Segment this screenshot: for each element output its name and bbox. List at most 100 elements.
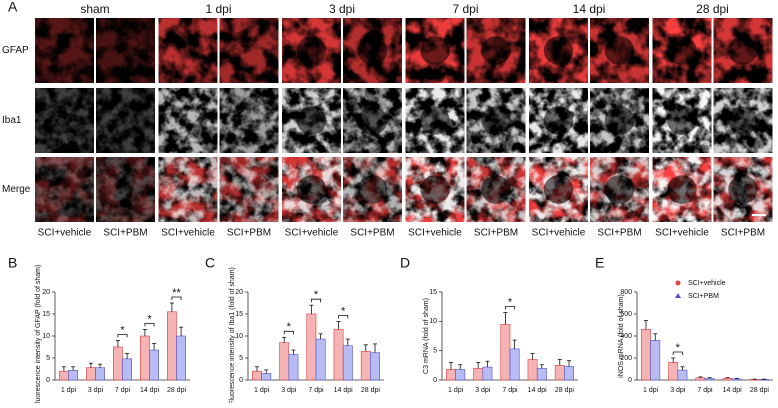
significance-label: * bbox=[508, 296, 513, 308]
significance-label: ** bbox=[172, 287, 181, 299]
micrograph-gray bbox=[219, 88, 279, 153]
bar bbox=[564, 366, 574, 381]
lesion bbox=[604, 175, 635, 204]
y-tick-label: 0 bbox=[433, 377, 437, 384]
y-tick-label: 400 bbox=[620, 333, 632, 340]
micrograph-gray bbox=[35, 88, 94, 153]
x-tick-label: 28 dpi bbox=[555, 387, 575, 394]
column-header: 14 dpi bbox=[573, 2, 606, 16]
bar bbox=[554, 365, 565, 381]
lesion bbox=[357, 36, 388, 65]
panel-label: B bbox=[8, 255, 17, 271]
lesion bbox=[481, 175, 511, 204]
panel-label: A bbox=[8, 0, 18, 15]
group-label: SCI+PBM bbox=[474, 228, 518, 239]
significance-label: * bbox=[341, 305, 346, 317]
x-tick-label: 3 dpi bbox=[88, 387, 104, 394]
y-tick-label: 0 bbox=[628, 377, 632, 384]
legend-marker bbox=[675, 293, 681, 298]
x-tick-label: 28 dpi bbox=[361, 387, 381, 394]
x-tick-label: 14 dpi bbox=[334, 387, 354, 394]
x-tick-label: 7 dpi bbox=[115, 387, 131, 394]
micrograph-red bbox=[35, 18, 94, 83]
group-label: SCI+PBM bbox=[350, 228, 394, 239]
y-tick-label: 10 bbox=[42, 333, 50, 340]
group-label: SCI+PBM bbox=[227, 228, 271, 239]
y-tick-label: 10 bbox=[235, 333, 243, 340]
x-tick-label: 1 dpi bbox=[643, 387, 659, 394]
bar bbox=[731, 378, 742, 381]
lesion bbox=[667, 36, 697, 65]
y-tick-label: 20 bbox=[235, 289, 243, 296]
y-tick-label: 10 bbox=[429, 318, 437, 325]
y-tick-label: 800 bbox=[620, 289, 632, 296]
group-label: SCI+vehicle bbox=[408, 228, 462, 239]
y-axis-title: Fluorescence intensity of GFAP (fold of … bbox=[35, 265, 42, 403]
bar bbox=[455, 369, 466, 381]
bar bbox=[86, 367, 96, 381]
y-tick-label: 15 bbox=[42, 311, 50, 318]
significance-bracket bbox=[283, 330, 294, 335]
y-tick-label: 5 bbox=[239, 355, 243, 362]
lesion bbox=[296, 106, 327, 135]
significance-bracket bbox=[171, 296, 182, 300]
bar bbox=[288, 354, 299, 381]
x-tick-label: 7 dpi bbox=[502, 387, 518, 394]
y-tick-label: 200 bbox=[620, 355, 632, 362]
bar bbox=[704, 378, 715, 381]
y-tick-label: 15 bbox=[235, 311, 243, 318]
bar bbox=[95, 367, 105, 381]
lesion bbox=[543, 106, 574, 135]
x-tick-label: 7 dpi bbox=[308, 387, 324, 394]
bar bbox=[176, 335, 186, 381]
bar bbox=[306, 313, 317, 381]
significance-bracket bbox=[338, 315, 349, 319]
lesion bbox=[604, 36, 635, 65]
x-tick-label: 3 dpi bbox=[281, 387, 297, 394]
lesion bbox=[667, 106, 697, 135]
group-label: SCI+vehicle bbox=[38, 228, 92, 239]
bar bbox=[482, 366, 493, 381]
bar bbox=[315, 338, 326, 381]
legend-label: SCI+PBM bbox=[688, 293, 719, 300]
x-tick-label: 28 dpi bbox=[167, 387, 187, 394]
group-label: SCI+vehicle bbox=[655, 228, 709, 239]
bar bbox=[360, 351, 371, 381]
x-tick-label: 14 dpi bbox=[723, 387, 743, 394]
micrograph-gray bbox=[219, 157, 279, 222]
significance-label: * bbox=[147, 313, 152, 325]
bar bbox=[641, 329, 651, 381]
bar bbox=[261, 373, 272, 381]
bar bbox=[722, 378, 733, 381]
micrograph-gray bbox=[96, 88, 155, 153]
bar bbox=[749, 379, 760, 381]
bar bbox=[527, 359, 538, 381]
group-label: SCI+PBM bbox=[103, 228, 147, 239]
bar bbox=[122, 358, 132, 381]
lesion bbox=[481, 36, 511, 65]
lesion bbox=[604, 106, 635, 135]
bar bbox=[279, 342, 290, 381]
lesion bbox=[296, 175, 327, 204]
micrograph-gray bbox=[158, 157, 218, 222]
bar bbox=[59, 370, 69, 381]
y-tick-label: 5 bbox=[46, 355, 50, 362]
y-tick-label: 600 bbox=[620, 311, 632, 318]
group-label: SCI+vehicle bbox=[161, 228, 215, 239]
lesion bbox=[728, 175, 758, 204]
group-label: SCI+PBM bbox=[721, 228, 765, 239]
lesion bbox=[728, 106, 758, 135]
lesion bbox=[543, 175, 574, 204]
y-axis-title: iNOS mRNA (fold of sham) bbox=[618, 294, 625, 378]
significance-label: * bbox=[287, 321, 292, 333]
bar bbox=[252, 370, 262, 381]
y-tick-label: 15 bbox=[429, 289, 437, 296]
significance-bracket bbox=[504, 306, 516, 310]
significance-label: * bbox=[676, 342, 681, 354]
group-label: SCI+vehicle bbox=[285, 228, 339, 239]
micrograph-red bbox=[158, 18, 218, 83]
row-label: Iba1 bbox=[2, 115, 22, 126]
group-label: SCI+PBM bbox=[597, 228, 641, 239]
x-tick-label: 14 dpi bbox=[528, 387, 548, 394]
significance-bracket bbox=[672, 351, 683, 355]
